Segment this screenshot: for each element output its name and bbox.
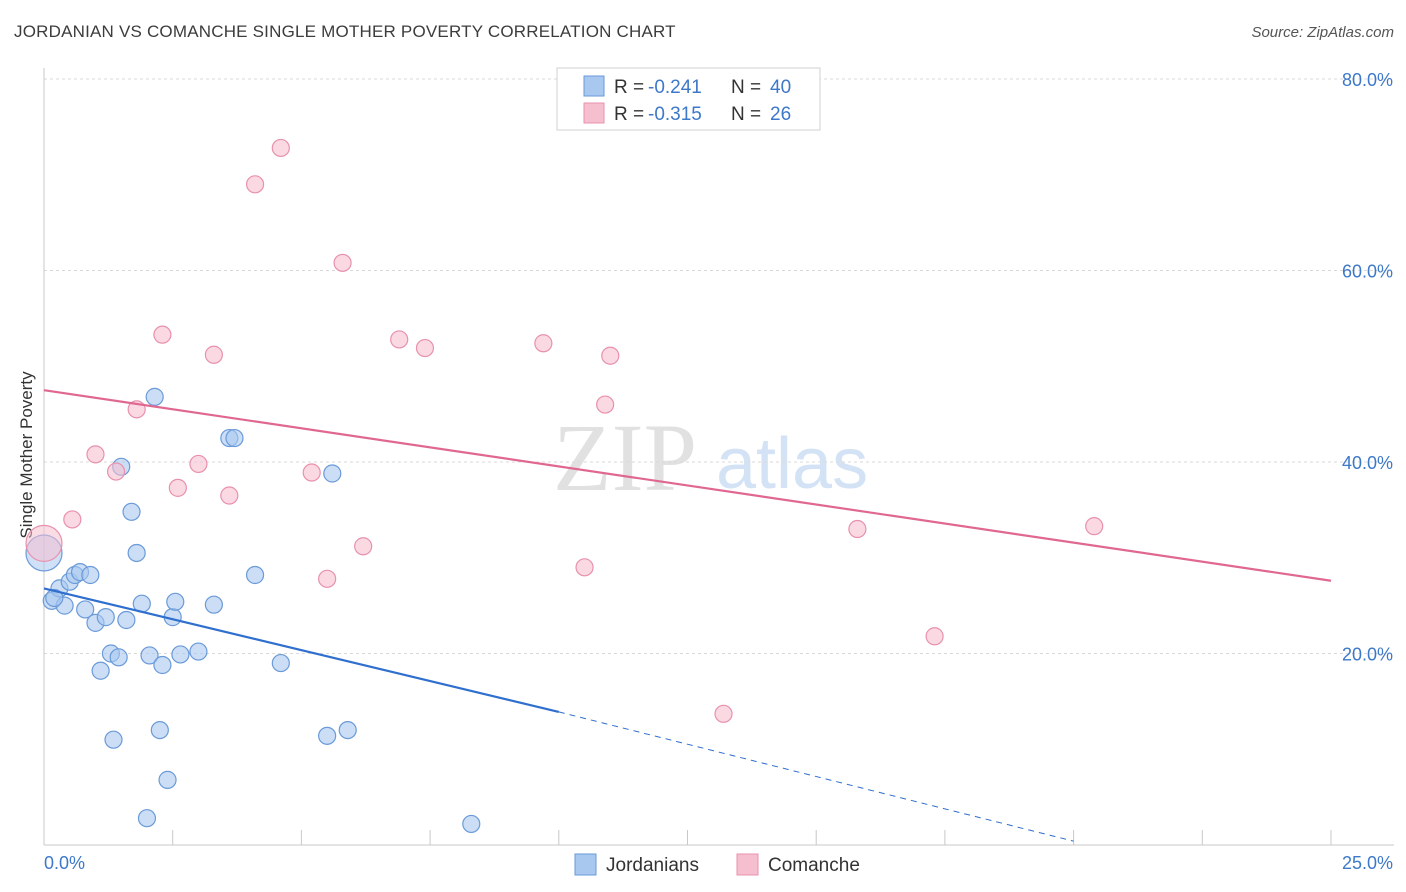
jordanians-point bbox=[158, 770, 177, 789]
jordanians-regression-line bbox=[43, 587, 560, 713]
comanche-point bbox=[318, 569, 337, 588]
legend-n-label: N = bbox=[731, 104, 761, 125]
comanche-point bbox=[601, 346, 620, 365]
jordanians-point bbox=[145, 387, 164, 406]
comanche-point bbox=[63, 510, 82, 529]
legend-n-value: 40 bbox=[770, 77, 791, 98]
legend-n-value: 26 bbox=[770, 104, 791, 125]
jordanians-point bbox=[96, 608, 115, 627]
y-tick-label: 60.0% bbox=[1342, 262, 1393, 282]
chart-title: JORDANIAN VS COMANCHE SINGLE MOTHER POVE… bbox=[14, 22, 676, 41]
jordanians-point bbox=[245, 565, 265, 585]
jordanians-point bbox=[318, 726, 337, 745]
jordanians-point bbox=[76, 600, 95, 619]
watermark-zip: ZIP bbox=[553, 404, 697, 511]
legend-n-label: N = bbox=[731, 77, 761, 98]
comanche-point bbox=[245, 175, 265, 194]
comanche-point bbox=[575, 558, 594, 577]
comanche-point bbox=[189, 454, 208, 474]
comanche-point bbox=[848, 519, 867, 539]
comanche-point bbox=[1085, 517, 1104, 536]
jordanians-point bbox=[117, 610, 136, 630]
jordanians-point bbox=[204, 595, 223, 614]
stats-legend: R = -0.241 N = 40 R = -0.315 N = 26 bbox=[556, 67, 821, 131]
jordanians-point bbox=[189, 642, 208, 661]
legend-swatch-jordanians bbox=[583, 75, 605, 97]
y-tick-label: 40.0% bbox=[1342, 453, 1393, 473]
comanche-point bbox=[333, 253, 352, 272]
comanche-point bbox=[86, 445, 105, 464]
jordanians-point bbox=[323, 464, 342, 483]
y-tick-label: 80.0% bbox=[1342, 70, 1393, 90]
x-tick-label: 25.0% bbox=[1342, 853, 1393, 873]
comanche-point bbox=[354, 537, 373, 556]
bottom-legend: Jordanians Comanche bbox=[574, 853, 860, 876]
bottom-legend-swatch-comanche bbox=[736, 853, 759, 876]
bottom-legend-swatch-jordanians bbox=[574, 853, 597, 876]
legend-r-value: -0.241 bbox=[648, 77, 702, 98]
jordanians-point bbox=[122, 502, 141, 521]
comanche-point bbox=[106, 462, 126, 481]
comanche-point bbox=[204, 345, 223, 364]
comanche-point bbox=[596, 395, 615, 414]
comanche-point bbox=[534, 334, 553, 353]
comanche-point bbox=[25, 524, 63, 562]
y-axis-label: Single Mother Poverty bbox=[17, 371, 36, 539]
axes bbox=[43, 68, 1394, 846]
jordanians-point bbox=[109, 648, 128, 667]
series-comanche bbox=[25, 138, 1104, 723]
y-tick-labels: 20.0% 40.0% 60.0% 80.0% bbox=[1342, 70, 1393, 665]
comanche-point bbox=[271, 138, 290, 158]
jordanians-point bbox=[150, 720, 169, 740]
jordanians-point bbox=[271, 653, 290, 673]
legend-r-label: R = bbox=[614, 104, 644, 125]
regression-lines bbox=[43, 389, 1332, 842]
jordanians-point bbox=[81, 565, 100, 585]
legend-r-value: -0.315 bbox=[648, 104, 702, 125]
comanche-point bbox=[220, 486, 239, 505]
x-tick-label: 0.0% bbox=[44, 853, 85, 873]
legend-swatch-comanche bbox=[583, 102, 605, 124]
comanche-point bbox=[168, 478, 187, 497]
comanche-point bbox=[302, 463, 321, 482]
y-tick-label: 20.0% bbox=[1342, 645, 1393, 665]
comanche-regression-line bbox=[43, 389, 1332, 582]
jordanians-point bbox=[91, 661, 110, 680]
jordanians-point bbox=[166, 592, 185, 611]
comanche-point bbox=[415, 338, 435, 358]
comanche-point bbox=[925, 627, 944, 646]
jordanians-point bbox=[462, 814, 481, 834]
jordanians-point bbox=[127, 543, 146, 563]
jordanians-point bbox=[171, 645, 190, 664]
jordanians-point bbox=[225, 428, 244, 448]
grid bbox=[44, 78, 1394, 654]
jordanians-point bbox=[153, 655, 172, 675]
jordanians-regression-extension bbox=[558, 711, 1074, 842]
jordanians-point bbox=[104, 730, 123, 749]
jordanians-point bbox=[45, 588, 64, 608]
comanche-point bbox=[390, 330, 409, 349]
watermark: ZIP atlas bbox=[553, 404, 868, 511]
bottom-legend-label-comanche: Comanche bbox=[768, 855, 860, 876]
bottom-legend-label-jordanians: Jordanians bbox=[606, 855, 699, 876]
jordanians-point bbox=[338, 720, 357, 740]
comanche-point bbox=[153, 325, 172, 344]
watermark-atlas: atlas bbox=[716, 424, 868, 504]
x-tick-labels: 0.0% 25.0% bbox=[44, 853, 1393, 873]
jordanians-point bbox=[137, 809, 157, 828]
jordanians-point bbox=[140, 646, 159, 665]
comanche-point bbox=[714, 704, 733, 723]
legend-r-label: R = bbox=[614, 77, 644, 98]
chart-source: Source: ZipAtlas.com bbox=[1251, 24, 1394, 41]
